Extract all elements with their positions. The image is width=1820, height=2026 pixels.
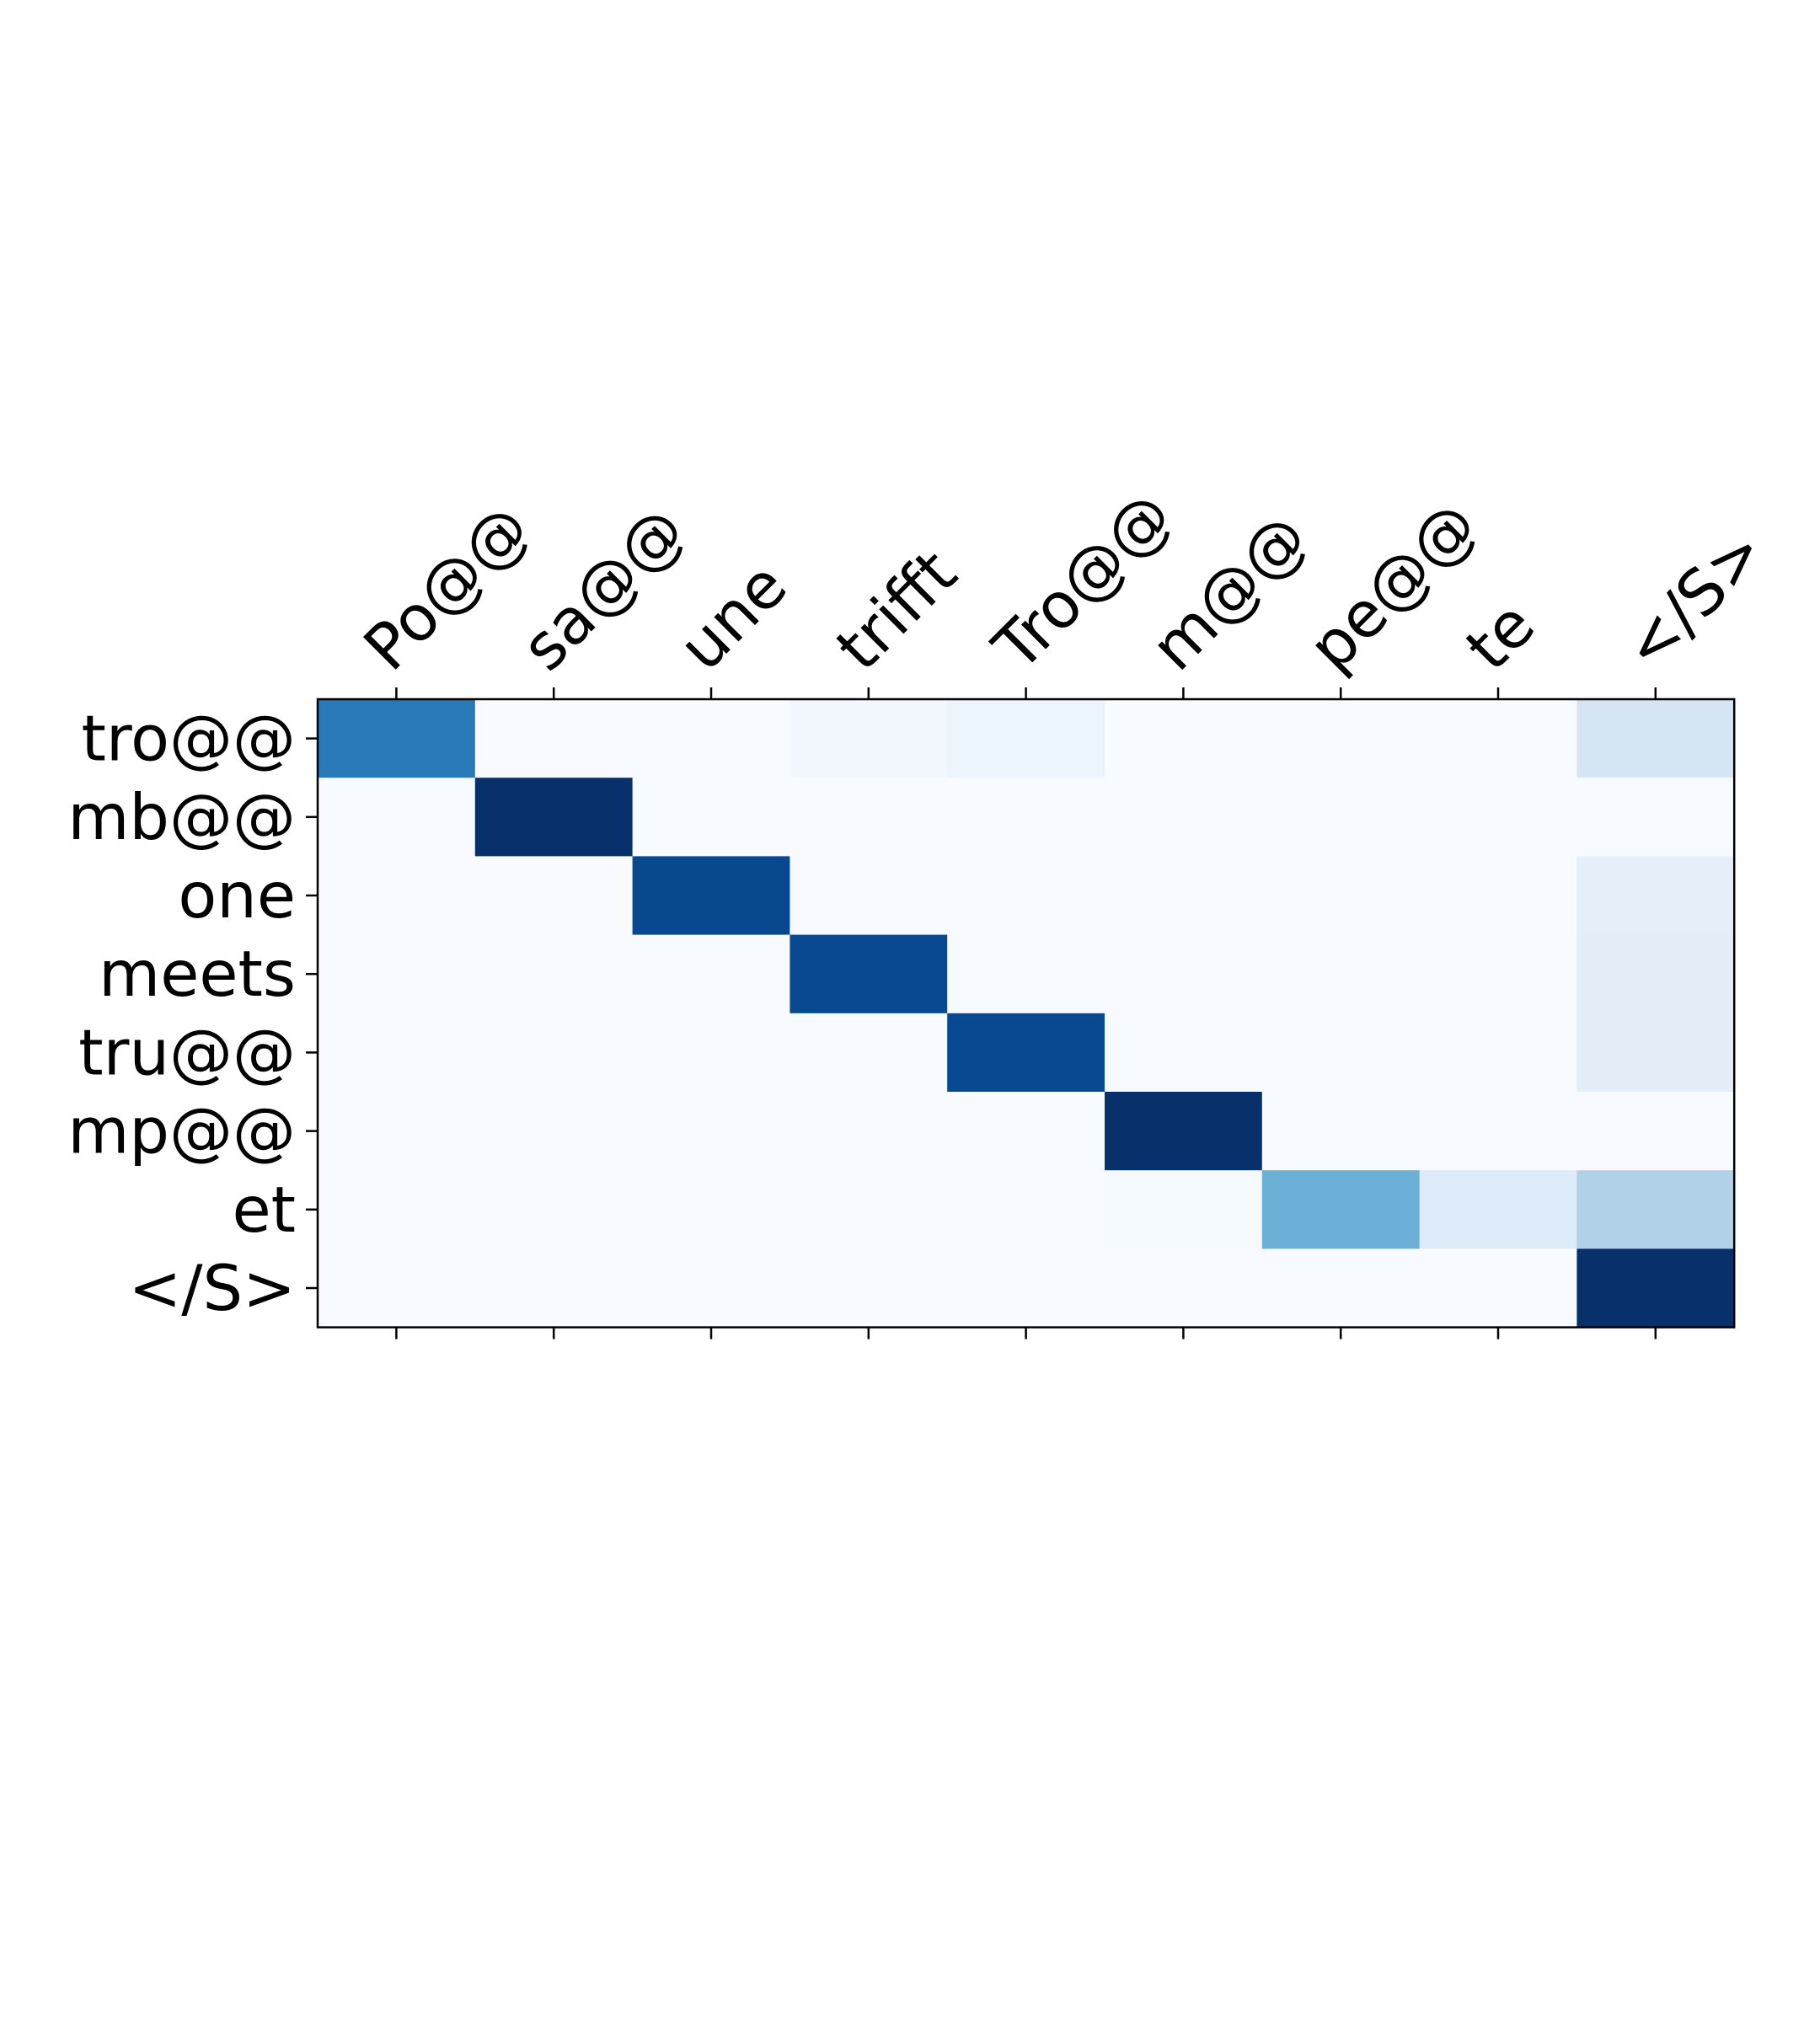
x-tick-label-2: une: [665, 548, 801, 685]
heatmap-cell-r4-c3: [790, 1013, 948, 1093]
heatmap-cell-r3-c0: [318, 934, 476, 1014]
heatmap-cell-r5-c2: [632, 1092, 790, 1171]
heatmap-cell-r4-c1: [474, 1013, 634, 1093]
heatmap-cell-r7-c2: [632, 1248, 790, 1328]
heatmap-cell-r3-c5: [1105, 934, 1263, 1014]
heatmap-cell-r2-c7: [1419, 856, 1577, 936]
heatmap-cell-r4-c5: [1105, 1013, 1263, 1093]
heatmap-cell-r3-c4: [947, 934, 1105, 1014]
heatmap-cell-r7-c7: [1419, 1248, 1577, 1328]
heatmap-cell-r6-c4: [947, 1170, 1105, 1249]
heatmap-cell-r0-c2: [632, 699, 790, 778]
heatmap-cell-r5-c1: [474, 1092, 634, 1171]
heatmap-cell-r5-c4: [947, 1092, 1105, 1171]
heatmap-cell-r0-c0: [318, 699, 476, 778]
heatmap-cell-r5-c3: [790, 1092, 948, 1171]
heatmap-cell-r6-c6: [1261, 1170, 1421, 1249]
y-tick-label-2: one: [178, 858, 296, 933]
x-tick-label-7: te: [1452, 587, 1550, 685]
heatmap-cell-r1-c7: [1419, 778, 1577, 857]
heatmap-cell-r1-c1: [474, 778, 634, 857]
heatmap-cell-r2-c1: [474, 856, 634, 936]
heatmap-cell-r7-c4: [947, 1248, 1105, 1328]
x-tick-label-8: </S>: [1609, 514, 1780, 685]
x-tick-label-6: pe@@: [1294, 487, 1492, 685]
heatmap-cell-r7-c1: [474, 1248, 634, 1328]
y-tick-label-0: tro@@: [82, 702, 296, 776]
plot-frame: [316, 698, 1736, 1328]
heatmap-cell-r1-c0: [318, 778, 476, 857]
heatmap-cell-r7-c0: [318, 1248, 476, 1328]
heatmap-cell-r2-c2: [632, 856, 790, 936]
axis-ticks: [306, 687, 1657, 1339]
y-tick-label-1: mb@@: [67, 780, 296, 854]
heatmap-cell-r3-c1: [474, 934, 634, 1014]
heatmap-cell-r0-c8: [1576, 699, 1735, 778]
y-tick-label-6: et: [232, 1173, 296, 1247]
heatmap-cell-r0-c1: [474, 699, 634, 778]
y-tick-label-7: </S>: [128, 1251, 296, 1325]
heatmap-cell-r4-c4: [947, 1013, 1105, 1093]
heatmap-cell-r6-c5: [1105, 1170, 1263, 1249]
heatmap-cell-r7-c8: [1576, 1248, 1735, 1328]
heatmap-cell-r3-c7: [1419, 934, 1577, 1014]
heatmap-cell-r4-c2: [632, 1013, 790, 1093]
heatmap-cell-r3-c8: [1576, 934, 1735, 1014]
heatmap-cell-r3-c6: [1261, 934, 1421, 1014]
heatmap-cell-r4-c0: [318, 1013, 476, 1093]
heatmap-cell-r6-c1: [474, 1170, 634, 1249]
heatmap-cell-r1-c4: [947, 778, 1105, 857]
heatmap-cell-r1-c2: [632, 778, 790, 857]
heatmap-cell-r2-c0: [318, 856, 476, 936]
heatmap-cell-r7-c5: [1105, 1248, 1263, 1328]
heatmap-cell-r1-c3: [790, 778, 948, 857]
y-tick-label-4: tru@@: [78, 1015, 296, 1089]
heatmap-cell-r6-c8: [1576, 1170, 1735, 1249]
heatmap-cell-r5-c5: [1105, 1092, 1263, 1171]
heatmap-cell-r2-c4: [947, 856, 1105, 936]
heatmap-cell-r6-c3: [790, 1170, 948, 1249]
x-tick-label-0: Po@@: [350, 490, 544, 685]
y-tick-label-3: meets: [99, 937, 296, 1011]
heatmap-cell-r4-c7: [1419, 1013, 1577, 1093]
y-tick-label-5: mp@@: [67, 1094, 296, 1168]
heatmap-cell-r7-c6: [1261, 1248, 1421, 1328]
heatmap-cell-r5-c8: [1576, 1092, 1735, 1171]
heatmap-cell-r2-c3: [790, 856, 948, 936]
x-tick-label-1: sa@@: [507, 492, 699, 684]
heatmap-cell-r1-c8: [1576, 778, 1735, 857]
heatmap-cell-r0-c6: [1261, 699, 1421, 778]
heatmap-cell-r4-c8: [1576, 1013, 1735, 1093]
heatmap-cell-r5-c6: [1261, 1092, 1421, 1171]
heatmap-cell-r1-c6: [1261, 778, 1421, 857]
heatmap-cell-r1-c5: [1105, 778, 1263, 857]
heatmap-cell-r6-c7: [1419, 1170, 1577, 1249]
heatmap-cell-r2-c6: [1261, 856, 1421, 936]
x-tick-label-3: trifft: [822, 536, 971, 685]
heatmap-cell-r2-c5: [1105, 856, 1263, 936]
heatmap-cell-r0-c3: [790, 699, 948, 778]
heatmap-cell-r0-c4: [947, 699, 1105, 778]
heatmap-cell-r7-c3: [790, 1248, 948, 1328]
heatmap-cell-r3-c2: [632, 934, 790, 1014]
x-tick-label-4: Tro@@: [978, 478, 1186, 686]
heatmap-cell-r3-c3: [790, 934, 948, 1014]
heatmap-cell-r5-c0: [318, 1092, 476, 1171]
heatmap-cell-r5-c7: [1419, 1092, 1577, 1171]
heatmap-cell-r6-c2: [632, 1170, 790, 1249]
heatmap-cell-r0-c7: [1419, 699, 1577, 778]
heatmap-cell-r6-c0: [318, 1170, 476, 1249]
heatmap-cell-r2-c8: [1576, 856, 1735, 936]
heatmap-cell-r0-c5: [1105, 699, 1263, 778]
heatmap-cells: [318, 699, 1735, 1328]
heatmap-cell-r4-c6: [1261, 1013, 1421, 1093]
